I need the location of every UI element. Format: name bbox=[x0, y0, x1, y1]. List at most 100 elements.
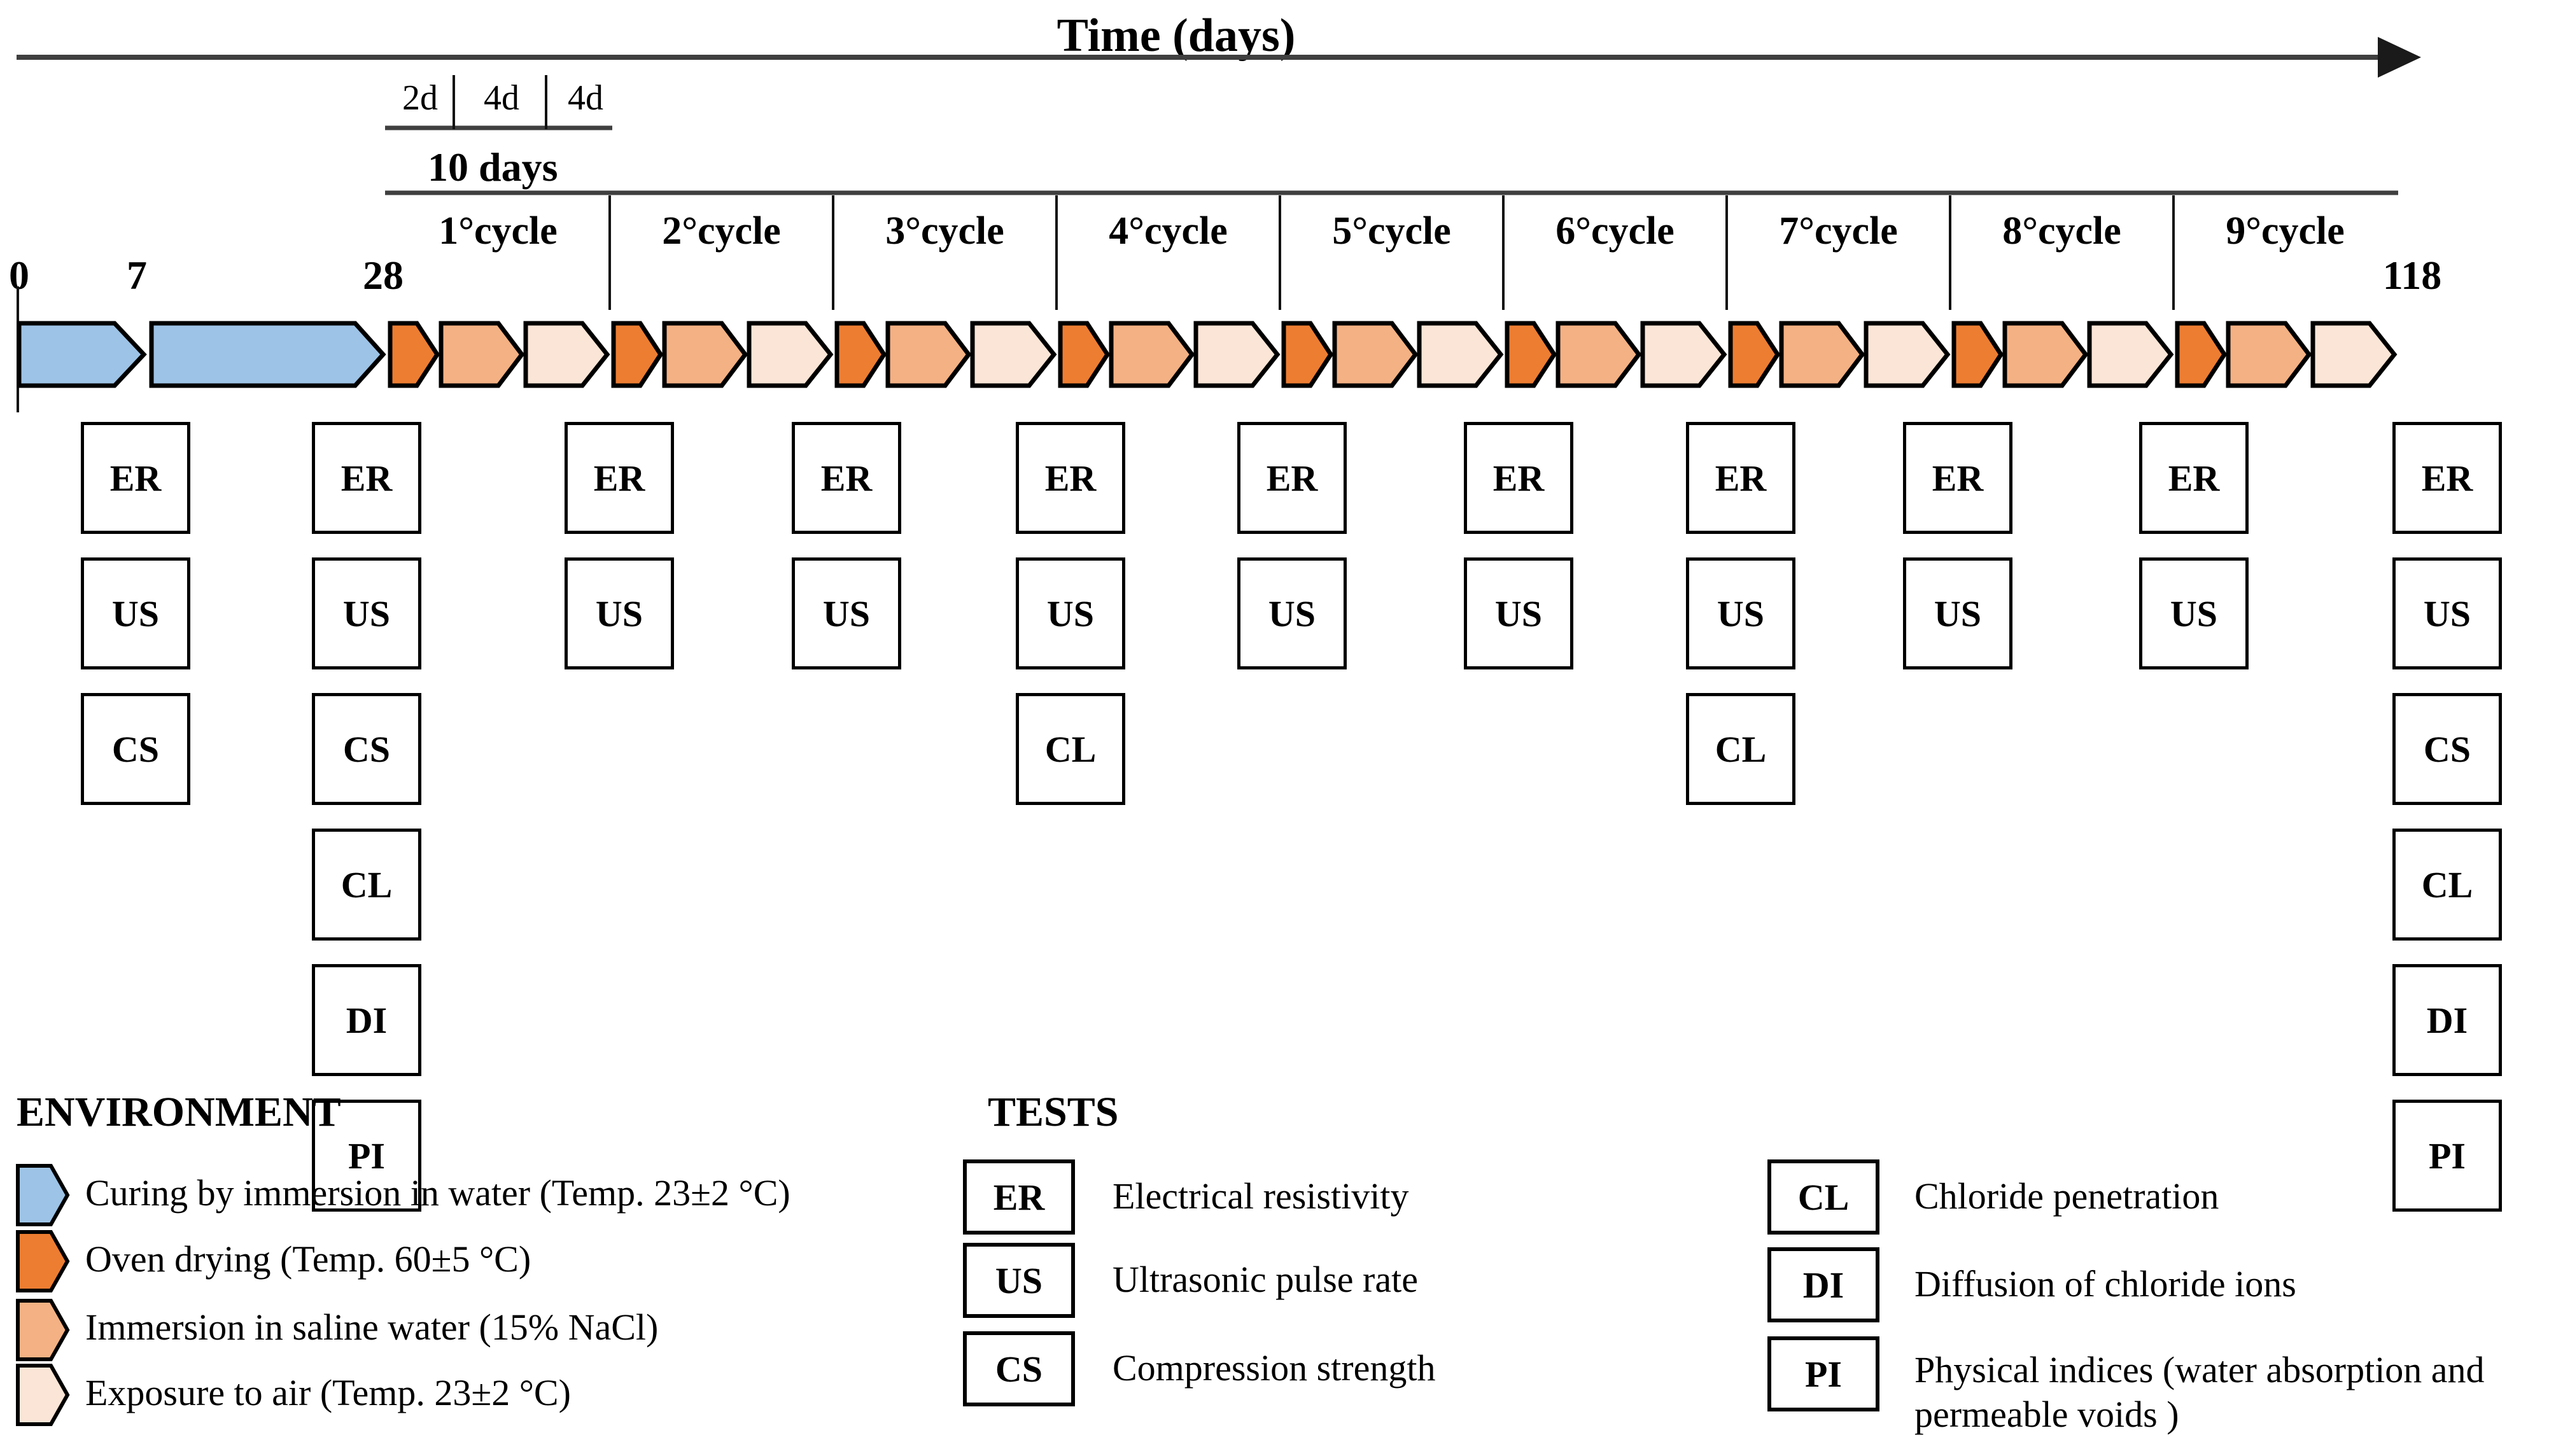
env-legend-label: Immersion in saline water (15% NaCl) bbox=[85, 1306, 659, 1348]
timeline-arrow-air-exposure bbox=[747, 321, 834, 388]
test-box-us: US bbox=[81, 557, 190, 669]
timeline-arrow-air-exposure bbox=[970, 321, 1057, 388]
cycle-label: 3°cycle bbox=[885, 209, 1004, 253]
timeline-arrow-air-exposure bbox=[2087, 321, 2174, 388]
timeline-arrow-air-exposure bbox=[1417, 321, 1504, 388]
timeline-arrow-air-exposure bbox=[1640, 321, 1727, 388]
timeline-arrow-air-exposure bbox=[523, 321, 610, 388]
test-box-pi: PI bbox=[2392, 1100, 2502, 1212]
timeline-arrow-saline-immersion bbox=[885, 321, 972, 388]
timeline-arrow-saline-immersion bbox=[1109, 321, 1195, 388]
test-box-cl: CL bbox=[312, 829, 421, 941]
mini-scale-segment-label: 2d bbox=[402, 78, 438, 118]
timeline-arrow-saline-immersion bbox=[1332, 321, 1419, 388]
time-axis-title: Time (days) bbox=[1057, 10, 1296, 62]
test-box-er: ER bbox=[312, 422, 421, 534]
timeline-arrow-oven-drying bbox=[1728, 321, 1781, 388]
tests-legend-title: TESTS bbox=[988, 1089, 1119, 1135]
day-marker-label: 118 bbox=[2382, 253, 2442, 298]
tests-legend-label: Ultrasonic pulse rate bbox=[1113, 1259, 1418, 1300]
cycle-label: 6°cycle bbox=[1555, 209, 1675, 253]
cycle-label: 5°cycle bbox=[1332, 209, 1451, 253]
tests-legend-label: Diffusion of chloride ions bbox=[1914, 1263, 2296, 1305]
cycle-label: 8°cycle bbox=[2002, 209, 2121, 253]
test-box-di: DI bbox=[312, 964, 421, 1076]
test-box-us: US bbox=[2392, 557, 2502, 669]
test-box-cs: CS bbox=[2392, 693, 2502, 805]
environment-legend-title: ENVIRONMENT bbox=[17, 1089, 341, 1135]
timeline-arrow-oven-drying bbox=[1505, 321, 1557, 388]
timeline-arrow-oven-drying bbox=[388, 321, 440, 388]
test-box-cl: CL bbox=[1686, 693, 1795, 805]
tests-legend-box-cs: CS bbox=[963, 1331, 1075, 1406]
timeline-arrow-saline-immersion bbox=[2226, 321, 2312, 388]
cycle-label: 1°cycle bbox=[439, 209, 558, 253]
test-box-er: ER bbox=[792, 422, 901, 534]
timeline-arrow-oven-drying bbox=[2175, 321, 2228, 388]
env-legend-label: Curing by immersion in water (Temp. 23±2… bbox=[85, 1172, 790, 1214]
tests-legend-box-pi: PI bbox=[1767, 1336, 1879, 1411]
test-box-er: ER bbox=[1464, 422, 1573, 534]
timeline-arrow-air-exposure bbox=[2310, 321, 2398, 388]
timeline-arrow-oven-drying bbox=[834, 321, 887, 388]
timeline-arrow-saline-immersion bbox=[1555, 321, 1642, 388]
test-box-us: US bbox=[792, 557, 901, 669]
timeline-arrow-saline-immersion bbox=[662, 321, 748, 388]
test-box-us: US bbox=[1016, 557, 1125, 669]
test-box-us: US bbox=[1903, 557, 2012, 669]
test-box-us: US bbox=[1237, 557, 1347, 669]
env-legend-symbol-oven_orange-icon bbox=[16, 1230, 70, 1292]
test-box-di: DI bbox=[2392, 964, 2502, 1076]
test-box-cs: CS bbox=[81, 693, 190, 805]
mini-scale-segment-label: 4d bbox=[568, 78, 603, 118]
test-box-er: ER bbox=[1903, 422, 2012, 534]
cycle-label: 2°cycle bbox=[662, 209, 781, 253]
test-box-pi: PI bbox=[312, 1100, 421, 1212]
tests-legend-label: Electrical resistivity bbox=[1113, 1175, 1409, 1217]
timeline-arrow-saline-immersion bbox=[439, 321, 525, 388]
test-box-er: ER bbox=[1237, 422, 1347, 534]
timeline-arrow-oven-drying bbox=[1281, 321, 1334, 388]
timeline-arrow-air-exposure bbox=[1193, 321, 1281, 388]
test-box-us: US bbox=[1686, 557, 1795, 669]
cycle-label: 7°cycle bbox=[1779, 209, 1898, 253]
mini-scale-segment-label: 4d bbox=[484, 78, 519, 118]
env-legend-symbol-curing_blue-icon bbox=[16, 1164, 70, 1226]
day-marker-label: 7 bbox=[127, 253, 147, 298]
test-box-us: US bbox=[312, 557, 421, 669]
day-marker-label: 28 bbox=[363, 253, 404, 298]
test-box-cs: CS bbox=[312, 693, 421, 805]
test-box-cl: CL bbox=[1016, 693, 1125, 805]
timeline-arrow-oven-drying bbox=[1951, 321, 2004, 388]
env-legend-label: Exposure to air (Temp. 23±2 °C) bbox=[85, 1372, 571, 1413]
env-legend-symbol-saline_orange-icon bbox=[16, 1299, 70, 1361]
timeline-arrow-curing-water bbox=[149, 321, 386, 388]
timeline-arrow-oven-drying bbox=[1058, 321, 1111, 388]
test-box-er: ER bbox=[81, 422, 190, 534]
test-box-er: ER bbox=[565, 422, 674, 534]
tests-legend-label: Chloride penetration bbox=[1914, 1175, 2219, 1217]
tests-legend-box-di: DI bbox=[1767, 1247, 1879, 1322]
tests-legend-box-us: US bbox=[963, 1243, 1075, 1318]
cycle-label: 4°cycle bbox=[1109, 209, 1228, 253]
tests-legend-box-cl: CL bbox=[1767, 1159, 1879, 1235]
env-legend-symbol-air_cream-icon bbox=[16, 1364, 70, 1426]
tests-legend-label: Compression strength bbox=[1113, 1347, 1436, 1389]
timeline-arrow-air-exposure bbox=[1864, 321, 1951, 388]
test-box-us: US bbox=[2139, 557, 2249, 669]
test-box-cl: CL bbox=[2392, 829, 2502, 941]
timeline-arrow-saline-immersion bbox=[2002, 321, 2089, 388]
time-axis-arrowhead-icon bbox=[2378, 37, 2421, 78]
tests-legend-box-er: ER bbox=[963, 1159, 1075, 1235]
test-box-er: ER bbox=[2139, 422, 2249, 534]
ten-days-label: 10 days bbox=[428, 144, 558, 190]
test-box-us: US bbox=[565, 557, 674, 669]
timeline-arrow-curing-water bbox=[17, 321, 147, 388]
tests-legend-label: Physical indices (water absorption and p… bbox=[1914, 1349, 2485, 1435]
test-box-er: ER bbox=[1686, 422, 1795, 534]
cycle-label: 9°cycle bbox=[2226, 209, 2345, 253]
env-legend-label: Oven drying (Temp. 60±5 °C) bbox=[85, 1238, 531, 1280]
timeline-arrow-saline-immersion bbox=[1779, 321, 1865, 388]
timeline-arrow-oven-drying bbox=[611, 321, 664, 388]
